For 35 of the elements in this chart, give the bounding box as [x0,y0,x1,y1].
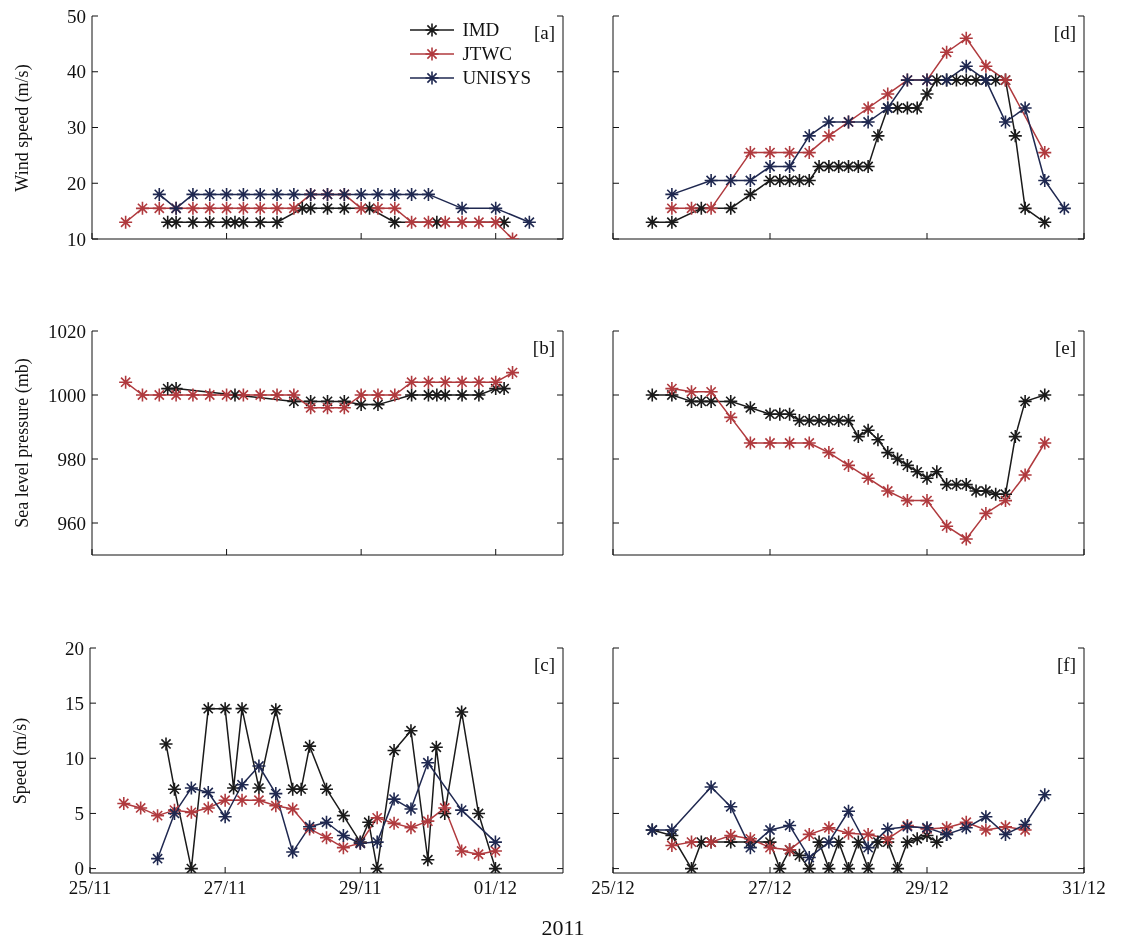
annotation: [a] [533,22,555,44]
y-tick-label: 20 [65,637,84,659]
y-axis-title: Sea level pressure (mb) [11,358,33,528]
legend-label: IMD [462,19,500,41]
y-tick-label: 980 [57,448,86,470]
y-tick-label: 960 [57,512,86,534]
y-axis-title: Wind speed (m/s) [11,63,33,192]
x-tick-label: 25/11 [68,877,112,899]
y-tick-label: 10 [65,748,84,770]
x-axis-title: 2011 [541,915,585,941]
y-tick-label: 15 [65,692,84,714]
legend-label: JTWC [462,43,512,65]
x-tick-label: 27/12 [748,877,792,899]
y-tick-label: 30 [67,117,86,139]
x-tick-label: 01/12 [473,877,518,899]
y-axis-title: Speed (m/s) [9,717,31,804]
annotation: [c] [533,654,555,676]
x-tick-label: 29/12 [905,877,949,899]
y-tick-label: 50 [67,5,86,27]
y-tick-label: 40 [67,61,86,83]
x-tick-label: 29/11 [339,877,382,899]
y-tick-label: 20 [67,172,86,194]
y-tick-label: 1000 [48,384,86,406]
annotation: [e] [1054,337,1076,359]
annotation: [b] [532,337,555,359]
x-tick-label: 27/11 [203,877,247,899]
legend-label: UNISYS [462,67,531,89]
x-tick-label: 31/12 [1062,877,1106,899]
annotation: [f] [1057,654,1076,676]
annotation: [d] [1053,22,1076,44]
y-tick-label: 0 [74,858,84,880]
y-tick-label: 1020 [48,320,86,342]
x-tick-label: 25/12 [591,877,635,899]
y-tick-label: 5 [74,803,84,825]
y-tick-label: 10 [67,228,86,250]
